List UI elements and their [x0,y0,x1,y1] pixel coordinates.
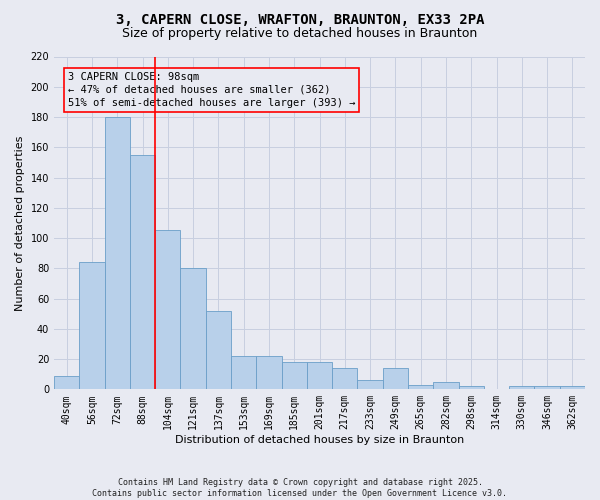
Bar [332,368,358,390]
Bar [433,382,458,390]
Bar [358,380,383,390]
Bar [155,230,181,390]
Bar [130,155,155,390]
Bar [307,362,332,390]
Bar [509,386,535,390]
Text: 3 CAPERN CLOSE: 98sqm
← 47% of detached houses are smaller (362)
51% of semi-det: 3 CAPERN CLOSE: 98sqm ← 47% of detached … [68,72,355,108]
X-axis label: Distribution of detached houses by size in Braunton: Distribution of detached houses by size … [175,435,464,445]
Bar [281,362,307,390]
Text: Contains HM Land Registry data © Crown copyright and database right 2025.
Contai: Contains HM Land Registry data © Crown c… [92,478,508,498]
Text: 3, CAPERN CLOSE, WRAFTON, BRAUNTON, EX33 2PA: 3, CAPERN CLOSE, WRAFTON, BRAUNTON, EX33… [116,12,484,26]
Bar [408,385,433,390]
Bar [104,117,130,390]
Bar [79,262,104,390]
Bar [54,376,79,390]
Bar [206,310,231,390]
Bar [181,268,206,390]
Bar [231,356,256,390]
Y-axis label: Number of detached properties: Number of detached properties [15,135,25,310]
Bar [535,386,560,390]
Bar [458,386,484,390]
Bar [560,386,585,390]
Bar [256,356,281,390]
Text: Size of property relative to detached houses in Braunton: Size of property relative to detached ho… [122,28,478,40]
Bar [383,368,408,390]
